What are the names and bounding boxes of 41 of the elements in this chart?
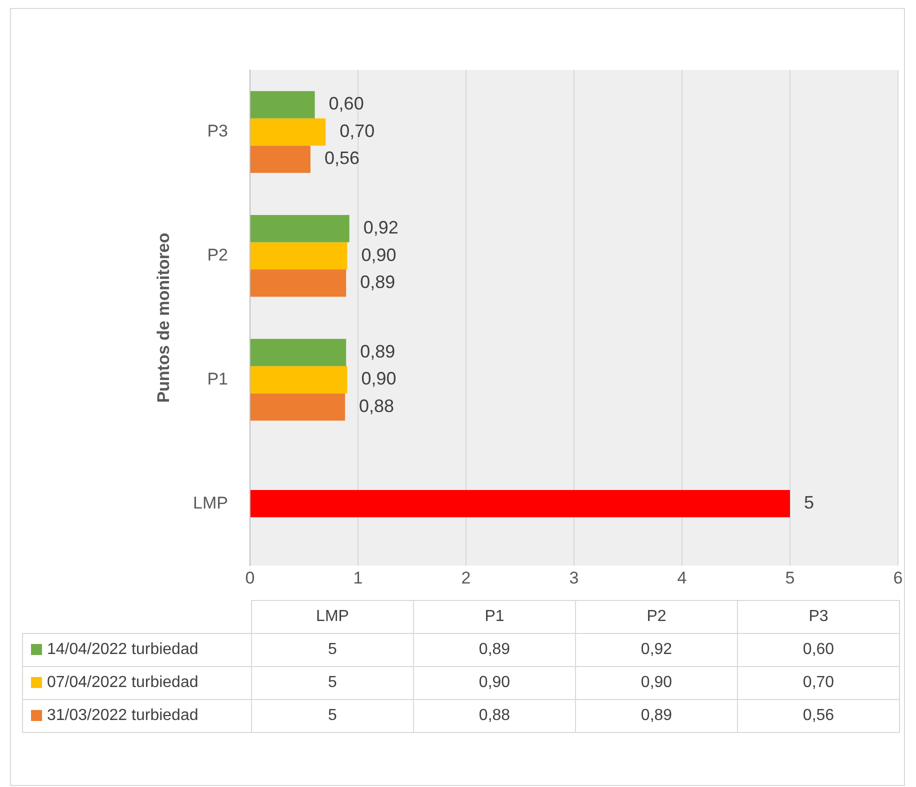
data-label: 0,90 (361, 244, 396, 265)
x-tick-label: 2 (461, 568, 471, 588)
data-label: 0,70 (340, 120, 375, 141)
text: 0,90 (478, 674, 510, 691)
text: 0,89 (478, 641, 510, 658)
category-label: P2 (646, 608, 666, 625)
text: 0,89 (640, 707, 672, 724)
text: 0,60 (802, 641, 834, 658)
y-tick-label: P1 (207, 369, 228, 388)
category-label: P3 (808, 608, 828, 625)
category-label: LMP (316, 608, 349, 625)
x-tick-label: 1 (353, 568, 363, 588)
x-tick-label: 6 (893, 568, 903, 588)
text: 0,90 (640, 674, 672, 691)
y-tick-label: P2 (207, 246, 228, 265)
data-label: 0,92 (363, 218, 398, 238)
text: 0,88 (478, 707, 510, 724)
x-tick-label: 0 (245, 568, 255, 588)
category-label: P1 (484, 608, 504, 625)
text: 5 (328, 641, 337, 658)
y-tick-label: P3 (207, 122, 228, 141)
data-label: 0,88 (359, 396, 394, 416)
y-tick-label: LMP (193, 493, 228, 512)
legend-label: 07/04/2022 turbiedad (22, 666, 252, 700)
text: 0,92 (640, 641, 672, 658)
legend-label: 14/04/2022 turbiedad (22, 634, 252, 666)
data-label: 0,56 (324, 148, 360, 168)
x-tick-label: 5 (785, 568, 795, 588)
text: 5 (328, 674, 337, 691)
data-label: 0,89 (360, 272, 396, 292)
x-tick-label: 4 (677, 568, 687, 588)
data-label: 0,60 (328, 94, 364, 114)
legend-label: 31/03/2022 turbiedad (22, 700, 252, 732)
x-tick-label: 3 (569, 568, 579, 588)
text: 0,70 (802, 674, 834, 691)
text: 5 (328, 707, 337, 724)
data-label: 0,89 (360, 341, 396, 362)
y-axis-title: Puntos de monitoreo (154, 232, 173, 403)
data-label: 5 (804, 492, 814, 513)
text: 0,56 (802, 707, 834, 724)
data-label: 0,90 (361, 368, 396, 389)
